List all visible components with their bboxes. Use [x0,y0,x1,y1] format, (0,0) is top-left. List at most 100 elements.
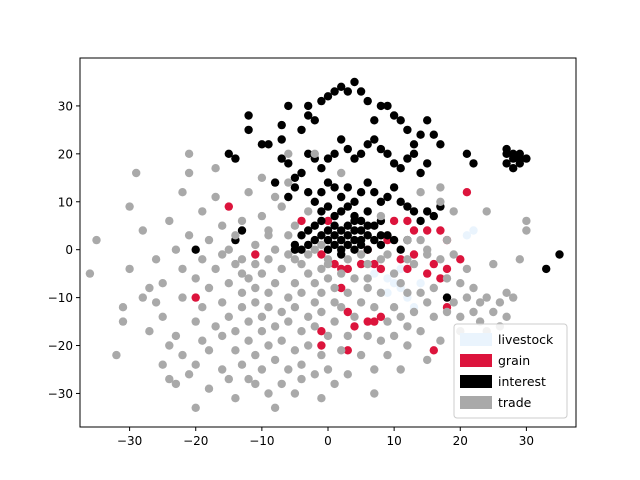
point-trade-82 [257,173,267,182]
point-interest-127 [376,231,386,240]
point-trade-163 [396,312,405,321]
point-trade-93 [270,245,280,254]
point-interest-146 [555,250,564,259]
point-interest-120 [350,216,359,226]
point-trade-168 [403,288,412,297]
point-trade-113 [297,360,306,369]
point-interest-70 [363,178,372,187]
point-trade-63 [237,360,247,369]
point-interest-32 [423,116,432,125]
legend-swatch-livestock [460,333,492,346]
point-trade-205 [515,255,524,264]
point-interest-86 [343,202,352,211]
point-trade-38 [198,336,207,345]
point-trade-147 [356,298,366,307]
point-trade-135 [330,298,339,307]
point-livestock-2 [383,274,392,283]
point-interest-42 [376,144,386,154]
point-interest-104 [350,245,359,254]
point-trade-190 [462,293,472,302]
point-interest-124 [337,250,346,259]
point-interest-118 [337,235,346,245]
point-grain-4 [317,250,326,259]
point-trade-58 [231,394,240,403]
point-trade-16 [158,360,167,369]
point-interest-29 [403,125,412,135]
point-interest-125 [350,235,359,245]
point-trade-150 [363,283,372,293]
point-livestock-3 [389,279,399,288]
point-interest-85 [337,207,346,216]
point-trade-158 [383,317,392,326]
x-tick-label: −10 [249,434,274,448]
point-interest-112 [304,240,313,250]
point-trade-151 [363,259,372,269]
point-interest-24 [370,116,379,125]
point-trade-195 [482,293,491,302]
point-trade-141 [343,331,352,341]
point-trade-167 [403,341,412,350]
y-tick-label: −20 [48,339,73,353]
point-livestock-0 [462,231,472,240]
point-interest-48 [337,135,346,144]
point-trade-145 [350,274,359,283]
point-trade-217 [284,231,293,240]
point-trade-227 [442,235,452,245]
point-interest-19 [337,82,346,92]
point-trade-172 [416,288,425,297]
point-trade-143 [343,370,352,379]
point-trade-226 [423,250,432,259]
point-interest-139 [515,149,524,158]
point-grain-0 [462,188,472,197]
point-trade-9 [138,226,147,235]
point-grain-32 [317,327,326,336]
point-trade-6 [125,264,134,274]
point-trade-8 [138,293,147,302]
point-interest-84 [330,211,339,221]
point-interest-101 [330,240,339,250]
point-grain-33 [317,341,326,350]
point-grain-3 [251,250,260,259]
point-trade-70 [244,188,253,197]
point-trade-108 [290,389,300,398]
point-interest-74 [389,183,399,192]
point-interest-3 [224,149,233,158]
point-trade-206 [522,226,531,235]
point-interest-137 [509,154,518,163]
point-trade-159 [383,350,392,360]
point-interest-94 [343,231,352,240]
point-trade-73 [251,350,260,360]
point-interest-131 [396,245,405,254]
legend-label-livestock: livestock [498,332,554,347]
y-tick-label: 10 [58,195,73,209]
point-trade-189 [462,264,472,274]
point-interest-49 [330,149,339,158]
point-trade-83 [264,288,273,297]
point-interest-92 [330,221,339,230]
point-trade-208 [403,235,412,245]
point-trade-116 [304,312,313,321]
point-trade-129 [317,288,326,297]
point-trade-148 [356,250,366,259]
point-trade-33 [191,274,200,283]
point-trade-169 [409,307,419,317]
point-interest-68 [350,197,359,206]
point-trade-106 [290,279,300,288]
point-interest-23 [363,96,372,106]
point-grain-18 [442,264,452,274]
point-interest-61 [304,188,313,197]
point-trade-77 [257,312,267,321]
point-trade-44 [211,192,220,202]
point-trade-170 [409,259,419,269]
point-trade-119 [304,250,313,259]
point-trade-137 [330,283,339,293]
point-interest-21 [350,77,359,87]
point-trade-98 [277,307,286,317]
point-trade-88 [264,303,273,312]
point-trade-15 [158,279,167,288]
legend-swatch-trade [460,396,492,409]
point-grain-21 [396,255,405,264]
point-trade-34 [191,403,200,412]
point-trade-103 [284,317,293,326]
